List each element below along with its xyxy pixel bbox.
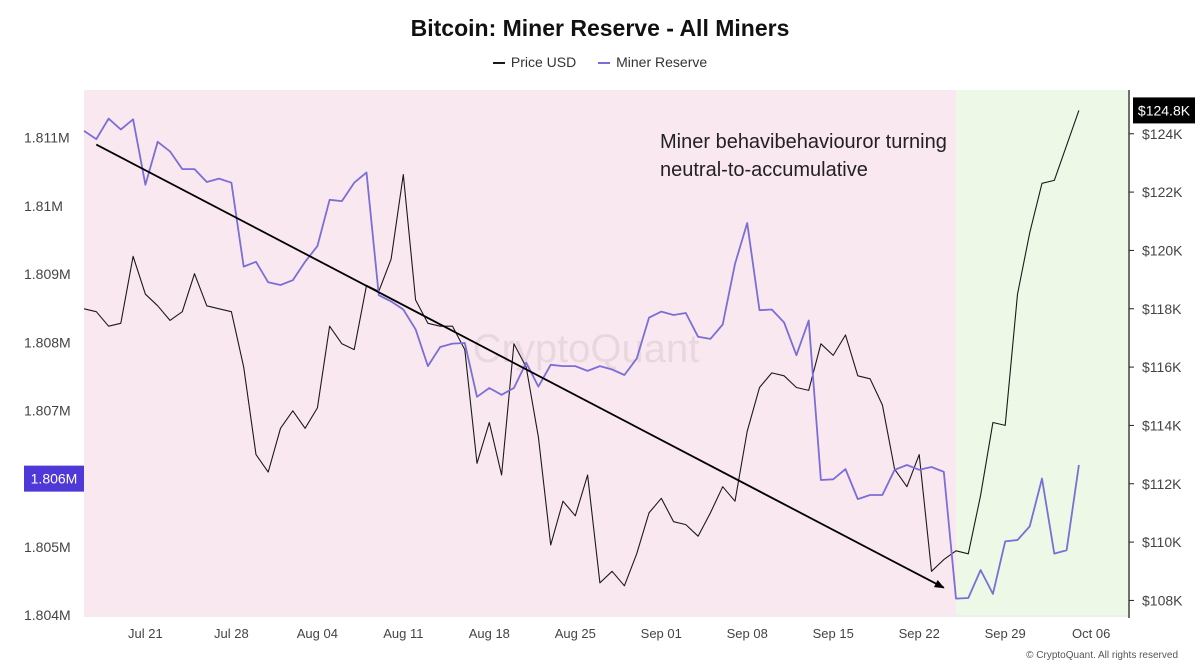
series-line-miner-reserve: [83, 117, 1080, 600]
y-left-tick-label: 1.809M: [24, 266, 71, 282]
x-tick-label: Sep 15: [813, 626, 854, 641]
x-tick-label: Jul 28: [214, 626, 249, 641]
y-left-tick-label: 1.811M: [24, 130, 70, 146]
y-left-tick-label: 1.81M: [24, 198, 63, 214]
y-right-tick-label: $114K: [1142, 417, 1182, 433]
x-tick-label: Sep 22: [899, 626, 940, 641]
y-left-tick-label: 1.805M: [24, 539, 71, 555]
x-tick-label: Sep 01: [641, 626, 682, 641]
current-price-badge: [1133, 97, 1195, 124]
legend-item-price[interactable]: Price USD: [492, 54, 577, 70]
y-right-tick-label: $118K: [1142, 301, 1182, 317]
x-tick-label: Oct 06: [1072, 626, 1110, 641]
y-right-tick-label: $112K: [1142, 476, 1182, 492]
current-reserve-label: 1.806M: [31, 471, 78, 487]
copyright-text: © CryptoQuant. All rights reserved: [1026, 650, 1178, 661]
watermark: CryptoQuant: [473, 327, 700, 371]
current-price-label: $124.8K: [1138, 102, 1191, 118]
current-reserve-badge: [24, 465, 84, 492]
chart-title: Bitcoin: Miner Reserve - All Miners: [410, 15, 790, 41]
y-left-tick-label: 1.808M: [24, 334, 71, 350]
y-right-tick-label: $120K: [1142, 242, 1183, 258]
y-right-tick-label: $122K: [1142, 184, 1183, 200]
series-line-price-usd: [83, 110, 1080, 587]
legend-label-miner-reserve: Miner Reserve: [616, 54, 708, 70]
y-right-tick-label: $110K: [1142, 534, 1182, 550]
chart-legend: Price USD Miner Reserve: [0, 54, 1200, 70]
annotation-line-1: Miner behavibehaviouror turning: [660, 131, 947, 153]
regime-band-1: [956, 90, 1128, 615]
y-left-tick-label: 1.807M: [24, 402, 71, 418]
y-right-tick-label: $116K: [1142, 359, 1182, 375]
legend-swatch-price: [492, 62, 505, 65]
x-tick-label: Sep 08: [727, 626, 768, 641]
annotation-line-2: neutral-to-accumulative: [660, 159, 868, 181]
x-tick-label: Aug 11: [383, 626, 423, 641]
x-tick-label: Aug 18: [469, 626, 510, 641]
x-tick-label: Sep 29: [985, 626, 1026, 641]
trendline-arrow: [95, 143, 945, 589]
legend-item-miner-reserve[interactable]: Miner Reserve: [598, 54, 707, 70]
x-tick-label: Jul 21: [128, 626, 163, 641]
y-right-tick-label: $124K: [1142, 126, 1183, 142]
x-tick-label: Aug 25: [555, 626, 596, 641]
y-right-tick-label: $108K: [1142, 592, 1183, 608]
y-left-tick-label: 1.804M: [24, 607, 71, 623]
x-tick-label: Aug 04: [297, 626, 338, 641]
legend-swatch-miner-reserve: [598, 62, 611, 65]
legend-label-price: Price USD: [510, 54, 577, 70]
